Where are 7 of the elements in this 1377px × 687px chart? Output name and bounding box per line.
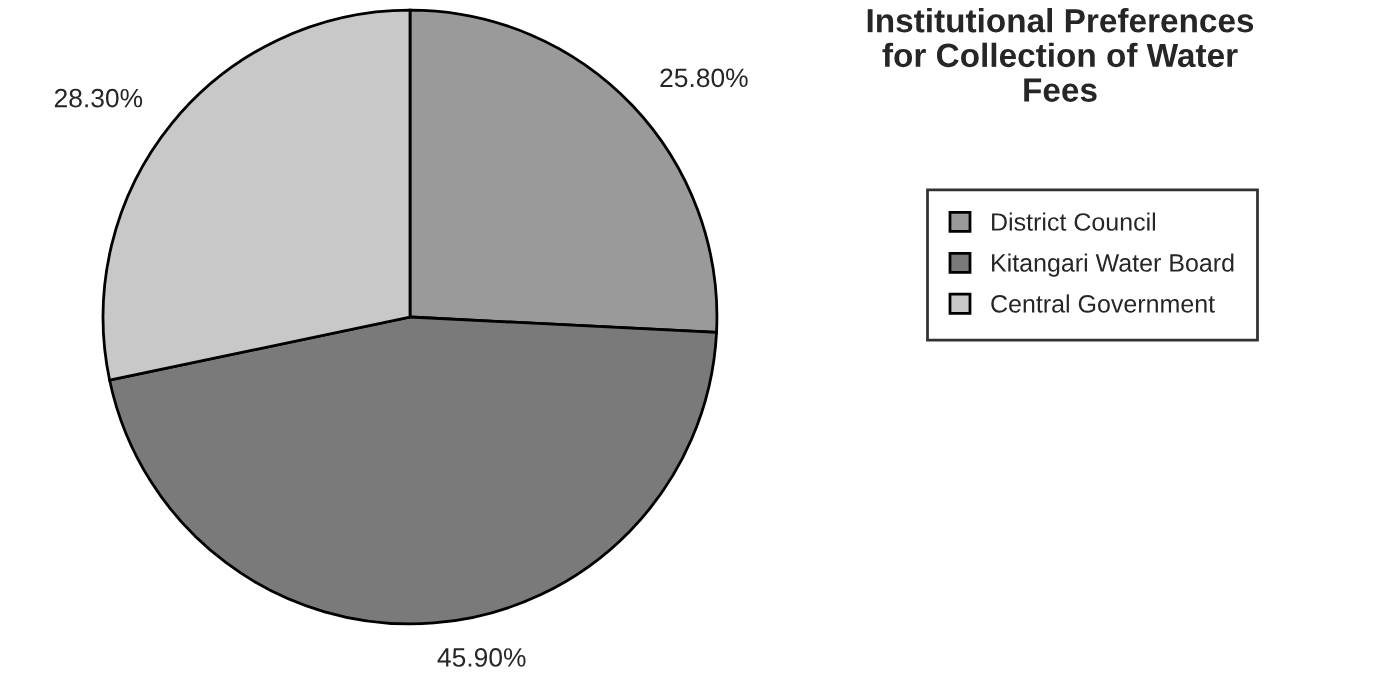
legend-label: Central Government [991,294,1215,313]
text: Institutional Preferences for Collection of Water Fees [867,8,1254,102]
legend-label: Kitangari Water Board [992,253,1234,277]
legend-label: District Council [992,212,1156,231]
data-label: 45.90% [437,648,526,667]
data-label: 28.30% [54,88,143,108]
data-label: 25.80% [660,68,748,88]
